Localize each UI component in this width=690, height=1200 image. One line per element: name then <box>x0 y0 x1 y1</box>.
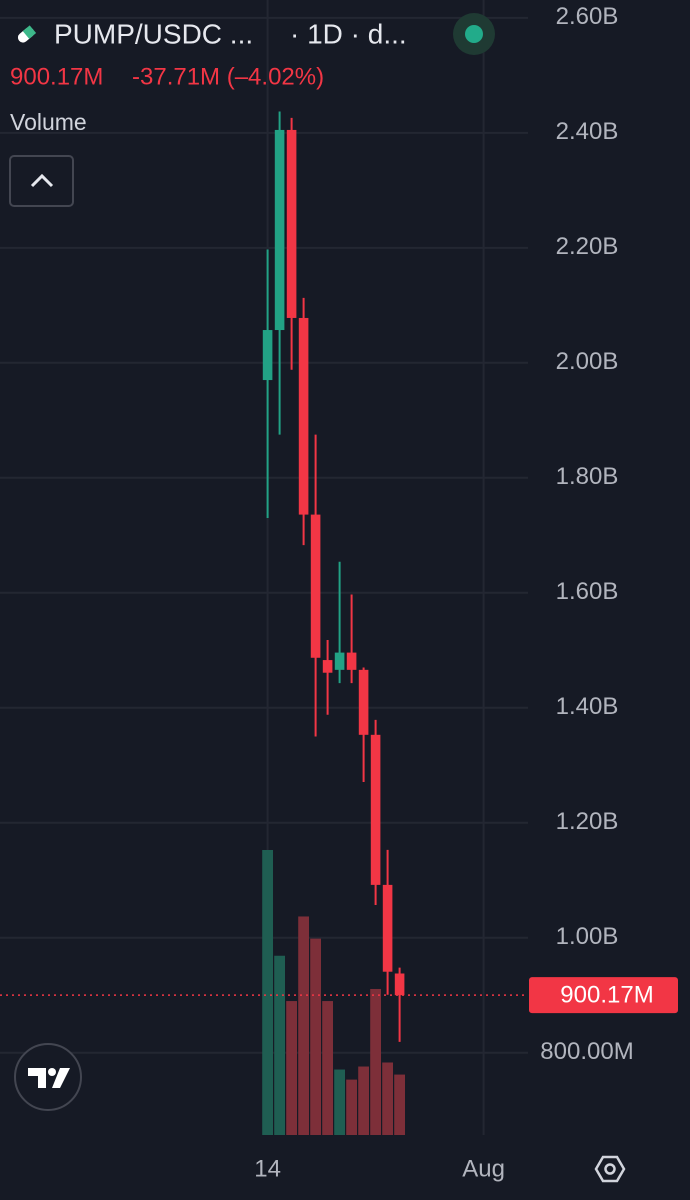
candle-layer <box>0 111 528 1042</box>
y-tick-label: 2.00B <box>556 348 619 375</box>
y-tick-label: 1.40B <box>556 693 619 720</box>
y-tick-label: 2.40B <box>556 118 619 145</box>
volume-bar <box>334 1069 345 1135</box>
volume-bar <box>310 938 321 1135</box>
volume-bar <box>322 1001 333 1135</box>
candle-body <box>394 973 405 996</box>
candle-body <box>310 514 321 658</box>
candle-body <box>382 884 393 972</box>
volume-bar <box>382 1062 393 1135</box>
y-tick-label: 2.20B <box>556 233 619 260</box>
settings-button[interactable] <box>594 1155 626 1183</box>
y-tick-label: 1.80B <box>556 463 619 490</box>
candle-body <box>358 669 369 735</box>
volume-bar <box>358 1066 369 1135</box>
tradingview-logo[interactable] <box>14 1043 82 1111</box>
symbol-icon <box>17 25 37 43</box>
volume-bar <box>370 988 381 1135</box>
y-tick-label: 2.60B <box>556 3 619 30</box>
collapse-button[interactable] <box>9 155 74 207</box>
interval: · 1D · d... <box>290 18 407 49</box>
y-tick-label: 800.00M <box>540 1038 633 1065</box>
last-price-tag <box>529 977 678 1014</box>
candle-body <box>262 330 273 381</box>
last-price-label: 900.17M <box>560 982 653 1009</box>
x-tick-label: 14 <box>254 1155 281 1182</box>
candle-body <box>298 317 309 515</box>
candle-body <box>346 652 357 670</box>
volume-label: Volume <box>10 109 87 135</box>
volume-bar <box>394 1074 405 1135</box>
volume-bar <box>286 1001 297 1135</box>
volume-bar <box>274 955 285 1135</box>
volume-layer <box>262 850 405 1135</box>
candle-body <box>370 734 381 885</box>
symbol: PUMP/USDC ... <box>54 18 253 49</box>
volume-bar <box>298 916 309 1135</box>
y-tick-label: 1.00B <box>556 923 619 950</box>
y-tick-label: 1.20B <box>556 808 619 835</box>
x-tick-label: Aug <box>462 1155 505 1182</box>
change: -37.71M (–4.02%) <box>132 63 324 90</box>
candle-body <box>274 129 285 331</box>
volume-bar <box>262 850 273 1135</box>
status-dot <box>465 25 483 43</box>
candle-body <box>322 660 333 673</box>
candle-body <box>334 652 345 670</box>
last-price-header: 900.17M <box>10 63 103 90</box>
overlay: PUMP/USDC ... · 1D · d... 900.17M -37.71… <box>9 13 626 1183</box>
volume-bar <box>346 1079 357 1135</box>
candle-body <box>286 129 297 318</box>
y-tick-label: 1.60B <box>556 578 619 605</box>
